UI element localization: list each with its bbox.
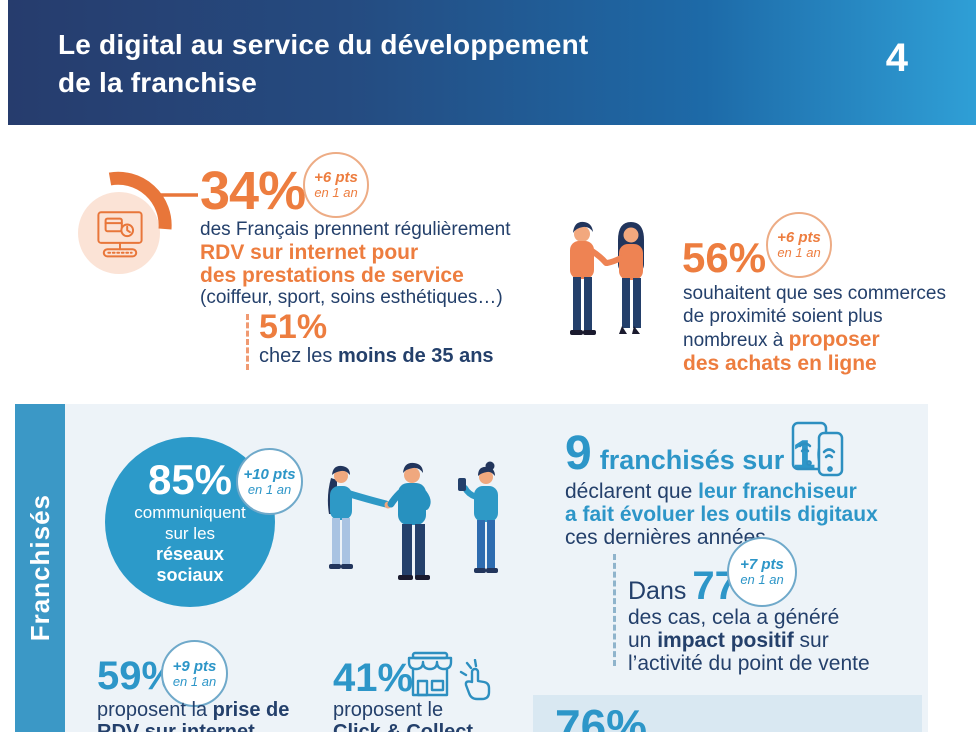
stat-9-label: franchisés sur [599, 445, 785, 475]
stat-59-badge: +9 pts en 1 an [161, 640, 228, 707]
franchises-sidebar: Franchisés [15, 404, 65, 732]
franchises-section: Franchisés 85% communiquent sur les rése… [15, 404, 928, 732]
stat-34-line1: des Français prennent régulièrement [200, 219, 511, 240]
stat-51-text: chez les moins de 35 ans [259, 345, 494, 368]
stat-85-value: 85% [147, 456, 233, 503]
dashed-line-51 [246, 314, 249, 370]
badge-period: en 1 an [247, 481, 292, 497]
badge-delta: +10 pts [243, 465, 296, 483]
impact-line2-bold: impact positif [657, 629, 794, 652]
stat-59-text: proposent la prise de RDV sur internet [97, 699, 289, 732]
badge-delta: +6 pts [314, 169, 358, 186]
arc-connector-decoration [108, 171, 198, 230]
impact-line2-post: sur [793, 629, 829, 652]
click-hand-icon [459, 659, 491, 701]
badge-delta: +6 pts [777, 229, 821, 246]
stat-76-value: 76% [555, 700, 648, 732]
tablet-phone-icon [791, 421, 844, 477]
stat-56-line2: de proximité soient plus [683, 306, 883, 327]
tools-line1-accent: leur franchiseur [698, 480, 857, 503]
handshake-illustration [327, 461, 498, 580]
click-line1: proposent le [333, 699, 444, 721]
stat-51-prefix: chez les [259, 345, 338, 367]
stat-51-bold: moins de 35 ans [337, 345, 494, 367]
rdv-line1-bold: prise de [212, 699, 290, 721]
couple-illustration [570, 221, 644, 335]
click-line2: Click & Collect [333, 721, 474, 732]
stat-85-line3: réseaux [155, 544, 225, 564]
stat-77-badge: +7 pts en 1 an [727, 537, 797, 607]
stat-9-text: déclarent que leur franchiseur a fait év… [565, 480, 878, 549]
badge-period: en 1 an [314, 185, 358, 200]
stat-56-line4: des achats en ligne [683, 352, 877, 375]
storefront-icon [407, 651, 453, 697]
stat-34-value: 34% [200, 161, 306, 221]
page-title-line2: de la franchise [58, 67, 258, 98]
stat-56-line1: souhaitent que ses commerces [683, 283, 946, 304]
stat-56-text: souhaitent que ses commerces de proximit… [683, 282, 946, 375]
impact-line1: des cas, cela a généré [628, 606, 840, 629]
badge-period: en 1 an [172, 673, 217, 689]
page-title-line1: Le digital au service du développement [58, 29, 589, 60]
stat-41-value: 41% [333, 656, 414, 700]
page-title: Le digital au service du développement d… [58, 26, 588, 102]
rdv-line2: RDV sur internet [97, 721, 255, 732]
stat-56-line3: nombreux à proposer [683, 328, 946, 352]
impact-line3: l’activité du point de vente [628, 652, 870, 675]
stat-85-line1: communiquent [134, 503, 246, 522]
stat-77-prefix: Dans [628, 577, 687, 605]
booking-icon-circle [78, 192, 160, 274]
stat-9: 9 [565, 427, 592, 480]
badge-period: en 1 an [740, 572, 784, 587]
tools-line1-plain: déclarent que [565, 480, 699, 503]
stat-85-line2: sur les [164, 524, 216, 543]
header-banner: Le digital au service du développement d… [8, 0, 976, 125]
stat-77-text: des cas, cela a généré un impact positif… [628, 606, 870, 675]
stat-34-line4: (coiffeur, sport, soins esthétiques…) [200, 287, 503, 308]
stat-56-line3-plain: nombreux à [683, 330, 789, 351]
tools-line1: déclarent que leur franchiseur [565, 480, 878, 503]
badge-delta: +7 pts [740, 556, 784, 573]
page-number: 4 [885, 36, 908, 80]
stat-34-line3: des prestations de service [200, 264, 464, 287]
impact-line2-pre: un [628, 629, 658, 652]
stat-56-value: 56% [682, 234, 767, 281]
stat-51-value: 51% [259, 308, 328, 346]
stat-85-line4: sociaux [156, 565, 224, 585]
stat-76-box: 76% [533, 695, 922, 732]
impact-line2: un impact positif sur [628, 629, 870, 652]
stat-34-badge: +6 pts en 1 an [303, 152, 369, 218]
tools-line2: a fait évoluer les outils digitaux [565, 503, 878, 526]
rdv-line1: proposent la prise de [97, 699, 289, 721]
tools-line3: ces dernières années [565, 526, 766, 549]
stat-34-line2: RDV sur internet pour [200, 241, 419, 264]
stat-56-line3-accent: proposer [788, 328, 880, 351]
badge-delta: +9 pts [172, 657, 217, 675]
stat-85-badge: +10 pts en 1 an [236, 448, 303, 515]
franchises-sidebar-label: Franchisés [24, 494, 55, 642]
stat-56-badge: +6 pts en 1 an [766, 212, 832, 278]
dashed-line-77 [613, 554, 616, 666]
badge-period: en 1 an [777, 245, 821, 260]
stat-34-text: des Français prennent régulièrement RDV … [200, 219, 511, 309]
online-booking-computer-icon [97, 211, 143, 258]
stat-41-text: proposent le Click & Collect [333, 699, 473, 732]
rdv-line1-plain: proposent la [97, 699, 213, 721]
